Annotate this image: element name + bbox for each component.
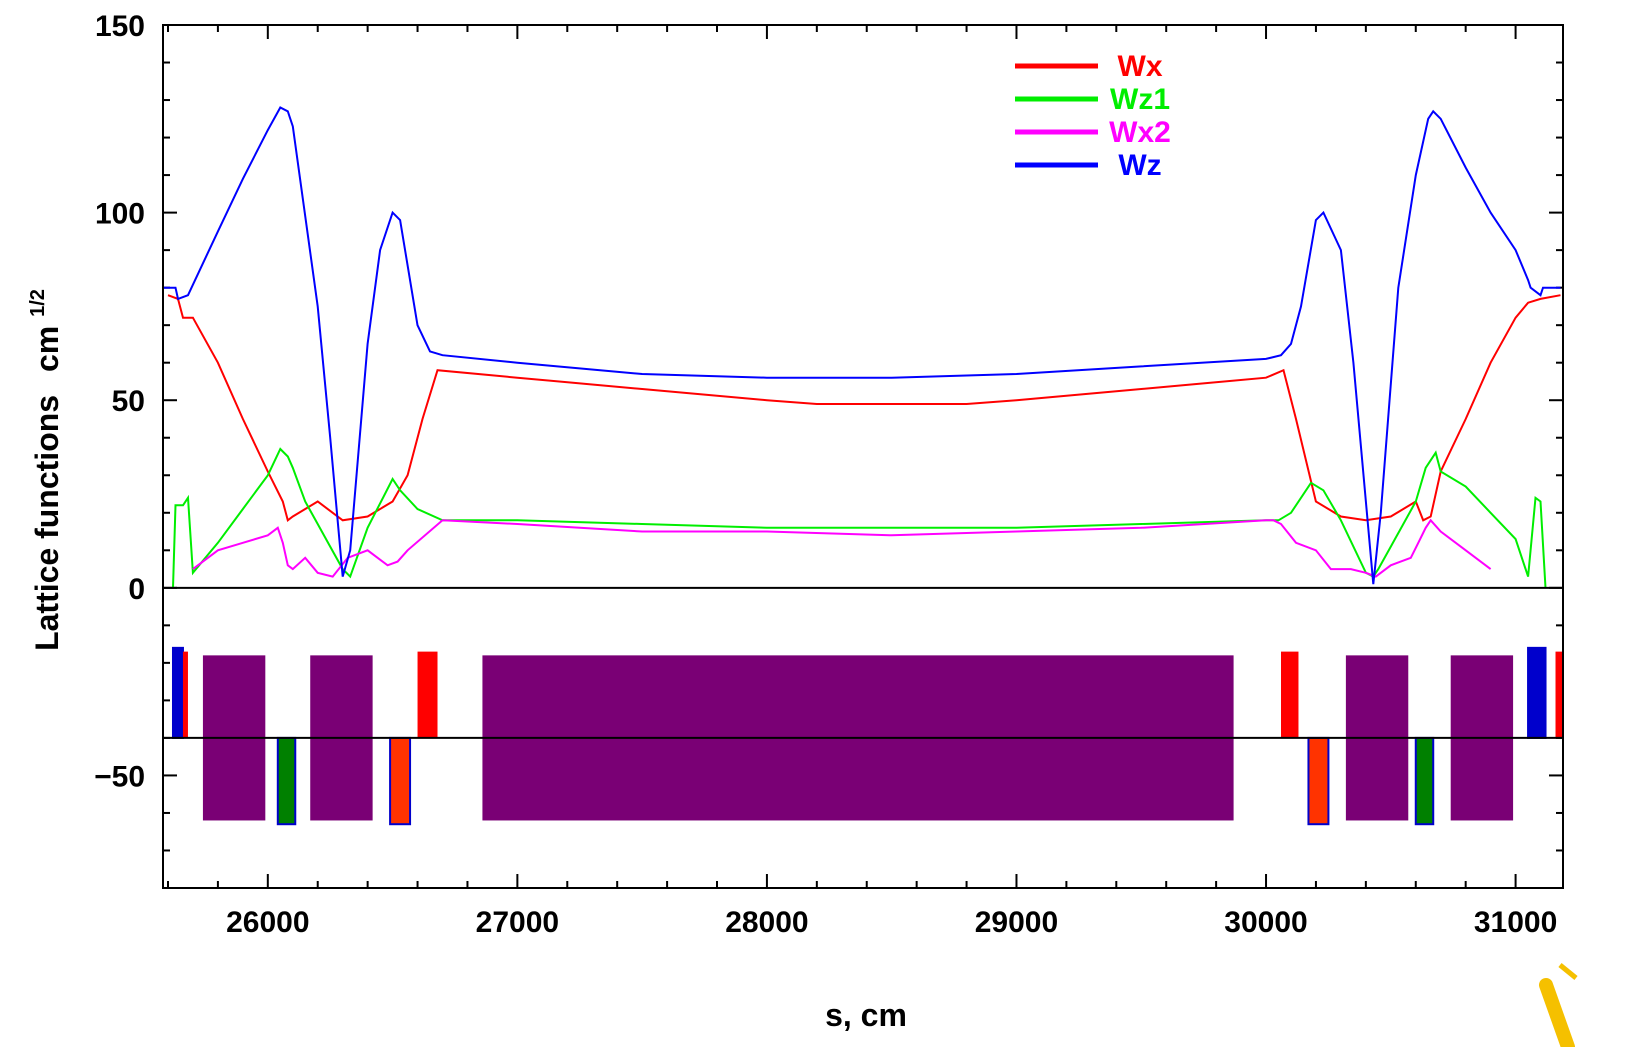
y-axis-title: Lattice functions cm 1/2 <box>27 289 65 651</box>
legend-label-wz1: Wz1 <box>1110 83 1170 116</box>
legend-label-wx: Wx <box>1118 50 1163 83</box>
x-tick-label: 31000 <box>1474 906 1557 939</box>
axes: 26000 27000 28000 29000 30000 31000 150 100 50 0 −… <box>94 10 1564 939</box>
lattice-element-corrector <box>1414 736 1435 826</box>
lattice-element-focusing <box>171 646 184 739</box>
lattice-elements <box>163 646 1563 826</box>
lattice-element-defocusing <box>1281 651 1299 738</box>
y-tick-label: −50 <box>94 760 145 793</box>
x-tick-label: 28000 <box>725 906 808 939</box>
svg-text:Lattice functions cm: Lattice functions cm 1/2 <box>27 289 65 651</box>
x-tick-label: 29000 <box>975 906 1058 939</box>
lattice-element-corrector <box>276 736 297 826</box>
series-line-wx2 <box>192 518 1492 578</box>
lattice-element-defocusing <box>417 651 438 738</box>
series-line-wx <box>167 294 1561 522</box>
y-tick-label: 150 <box>95 10 145 43</box>
lattice-element-defocusing <box>1555 651 1563 738</box>
x-tick-label: 27000 <box>476 906 559 939</box>
lattice-element-corrector <box>389 736 412 826</box>
legend-label-wx2: Wx2 <box>1109 116 1171 149</box>
series-lines <box>163 106 1561 588</box>
plot-frame <box>162 24 1564 889</box>
corner-arrow-decoration <box>1539 963 1578 1047</box>
lattice-element-focusing <box>1527 646 1547 739</box>
lattice-element-corrector <box>1307 736 1330 826</box>
series-line-wz <box>163 106 1561 585</box>
y-tick-label: 50 <box>112 385 145 418</box>
legend-label-wz: Wz <box>1118 149 1161 182</box>
y-axis-unit: cm <box>29 326 65 372</box>
y-axis-unit-exponent: 1/2 <box>27 289 49 317</box>
lattice-element-defocusing <box>182 651 188 738</box>
x-tick-label: 26000 <box>226 906 309 939</box>
y-tick-label: 0 <box>128 573 145 606</box>
y-tick-label: 100 <box>95 198 145 231</box>
x-axis-title: s, cm <box>825 997 907 1033</box>
y-axis-title-text: Lattice functions <box>29 395 65 651</box>
x-tick-label: 30000 <box>1224 906 1307 939</box>
series-line-wz1 <box>172 447 1547 588</box>
